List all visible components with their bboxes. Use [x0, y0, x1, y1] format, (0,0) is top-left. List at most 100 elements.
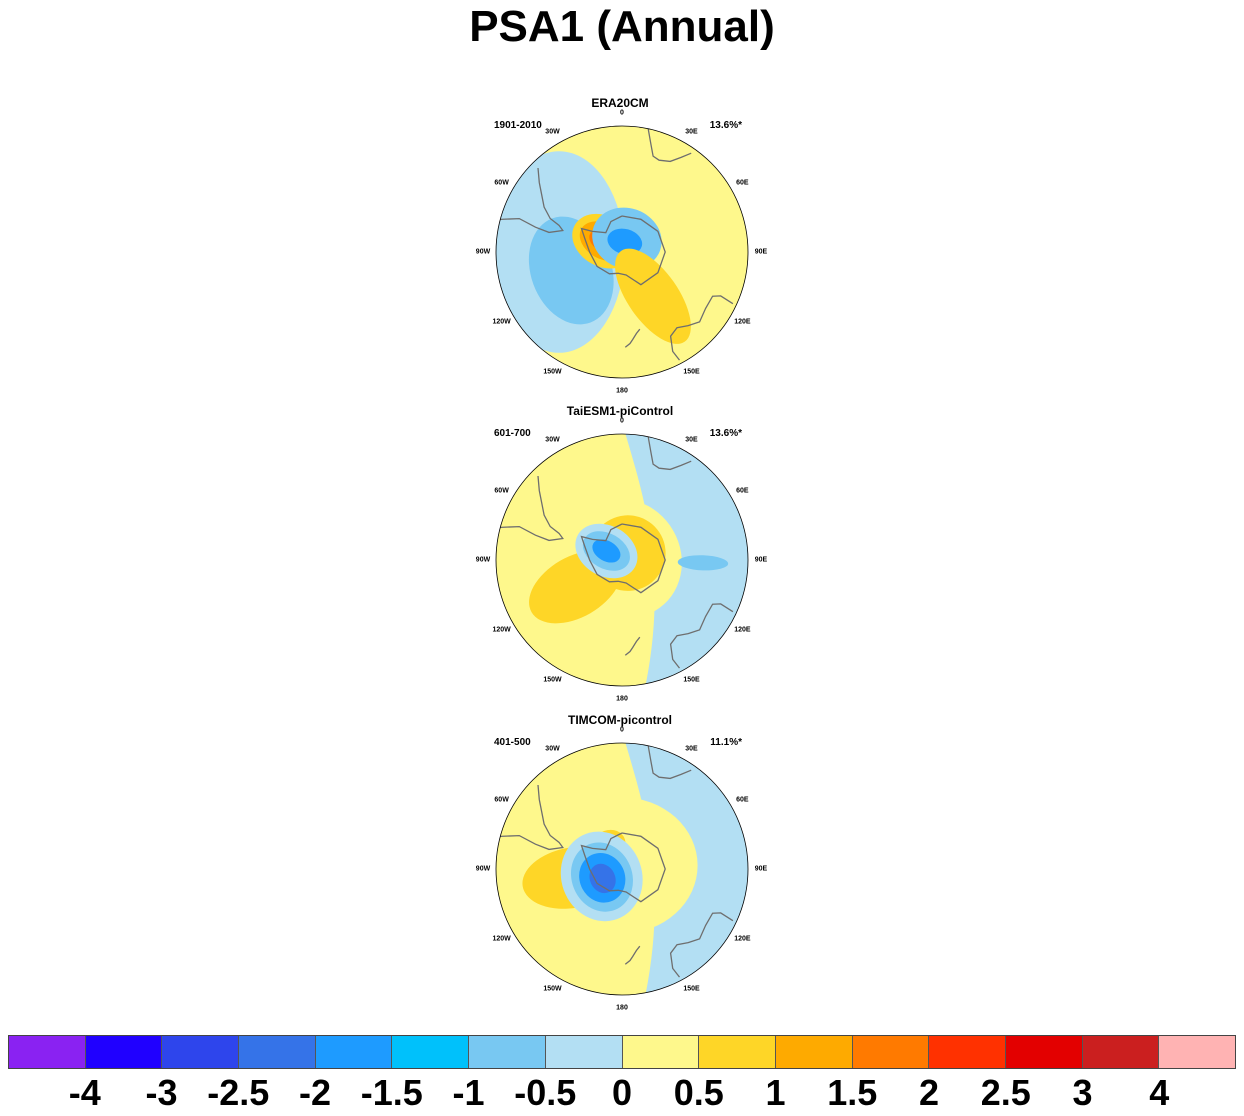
- longitude-label: 180: [616, 1004, 628, 1012]
- polar-map: [495, 742, 749, 996]
- colorbar-tick-label: -2.5: [207, 1072, 270, 1113]
- coastline-antarctica: [580, 832, 666, 903]
- panel-period: 1901-2010: [494, 120, 542, 131]
- panel-title: TIMCOM-picontrol: [568, 713, 672, 727]
- longitude-label: 30E: [685, 128, 698, 136]
- longitude-label: 120W: [492, 935, 511, 942]
- longitude-label: 120E: [734, 318, 751, 325]
- longitude-label: 60E: [736, 796, 749, 803]
- panel-period: 601-700: [494, 428, 531, 439]
- panel-variance: 13.6%*: [709, 428, 742, 439]
- polar-map: [495, 433, 749, 687]
- colorbar-tick-label: -1.5: [360, 1072, 423, 1113]
- longitude-label: 150E: [683, 368, 700, 376]
- colorbar-tick-label: -3: [145, 1072, 178, 1113]
- polar-map: [495, 125, 749, 379]
- coastline-africa: [647, 745, 692, 780]
- colorbar-tick-label: 4: [1149, 1072, 1170, 1113]
- contour-blob: [677, 555, 729, 571]
- map-panel-timcom: TIMCOM-picontrol 401-500 11.1%* 0 30E 60E 9…: [470, 713, 770, 1013]
- coastline-antarctica: [580, 215, 666, 286]
- longitude-label: 90E: [754, 865, 768, 873]
- panel-title: TaiESM1-piControl: [566, 404, 674, 418]
- longitude-label: 30W: [545, 436, 560, 444]
- colorbar-tick-label: 1: [765, 1072, 786, 1113]
- longitude-label: 0: [620, 109, 624, 117]
- longitude-label: 30W: [545, 128, 560, 136]
- longitude-label: 150E: [683, 985, 700, 993]
- colorbar-swatch: [239, 1036, 316, 1068]
- longitude-label: 0: [620, 417, 624, 425]
- longitude-label: 90W: [475, 556, 491, 564]
- map-panel-era20cm: ERA20CM 1901-2010 13.6%* 0 30E 60E 90E 120E 1…: [470, 96, 770, 396]
- longitude-label: 30W: [545, 745, 560, 753]
- colorbar-swatch: [162, 1036, 240, 1068]
- colorbar-tick-label: 0: [611, 1072, 633, 1113]
- longitude-label: 90W: [475, 248, 491, 256]
- colorbar: [8, 1035, 1236, 1069]
- longitude-label: 60W: [494, 796, 509, 803]
- longitude-label: 30E: [685, 745, 698, 753]
- colorbar-swatch: [545, 1036, 623, 1068]
- coastline-samerica: [500, 475, 564, 542]
- map-boundary: [495, 433, 749, 687]
- longitude-label: 60W: [494, 179, 509, 186]
- colorbar-swatch: [852, 1036, 930, 1068]
- longitude-label: 60E: [736, 179, 749, 186]
- longitude-label: 150W: [543, 985, 562, 993]
- colorbar-tick-label: 0.5: [673, 1072, 724, 1113]
- colorbar-tick-label: -0.5: [514, 1072, 577, 1113]
- longitude-label: 30E: [685, 436, 698, 444]
- panel-title: ERA20CM: [591, 96, 649, 110]
- colorbar-swatch: [315, 1036, 393, 1068]
- contour-field: [496, 743, 748, 995]
- longitude-label: 60W: [494, 487, 509, 494]
- colorbar-swatch: [775, 1036, 853, 1068]
- colorbar-tick-label: 1.5: [827, 1072, 878, 1113]
- map-boundary: [495, 125, 749, 379]
- longitude-label: 90W: [475, 865, 491, 873]
- colorbar-tick-label: -4: [68, 1072, 101, 1113]
- contour-region: [622, 743, 748, 995]
- colorbar-tick-label: -1: [452, 1072, 485, 1113]
- colorbar-tick-label: 2: [918, 1072, 940, 1113]
- coastline-nz: [624, 945, 641, 965]
- colorbar-swatch: [392, 1036, 470, 1068]
- colorbar-tick-label: -2: [298, 1072, 332, 1113]
- contour-blob: [592, 539, 621, 563]
- panel-period: 401-500: [494, 737, 531, 748]
- coastline-samerica: [500, 167, 564, 234]
- panel-variance: 11.1%*: [710, 737, 742, 748]
- colorbar-swatch: [929, 1036, 1006, 1068]
- longitude-label: 120W: [492, 626, 511, 633]
- colorbar-swatch: [699, 1036, 776, 1068]
- longitude-label: 120E: [734, 935, 751, 942]
- coastline-samerica: [500, 784, 564, 851]
- coastline-australia: [669, 912, 734, 978]
- colorbar-swatch: [9, 1036, 86, 1068]
- contour-blob: [607, 228, 643, 255]
- colorbar-swatch: [622, 1036, 700, 1068]
- longitude-label: 120W: [492, 318, 511, 325]
- contour-field: [496, 434, 748, 686]
- longitude-label: 120E: [734, 626, 751, 633]
- longitude-label: 150E: [683, 676, 700, 684]
- colorbar-swatch: [1159, 1036, 1235, 1068]
- longitude-label: 0: [620, 726, 624, 734]
- longitude-label: 90E: [754, 248, 768, 256]
- longitude-label: 150W: [543, 368, 562, 376]
- map-boundary: [495, 742, 749, 996]
- contour-field: [496, 126, 748, 378]
- colorbar-tick-label: 3: [1072, 1072, 1093, 1113]
- coastline-nz: [624, 328, 641, 348]
- longitude-label: 180: [616, 695, 628, 703]
- colorbar-swatch: [469, 1036, 546, 1068]
- longitude-label: 90E: [754, 556, 768, 564]
- contour-blob: [589, 863, 616, 894]
- map-panel-taiesm1: TaiESM1-piControl 601-700 13.6%* 0 30E 60E…: [470, 404, 770, 704]
- figure-title: PSA1 (Annual): [469, 2, 775, 51]
- longitude-label: 180: [616, 387, 628, 395]
- coastline-australia: [669, 603, 734, 669]
- coastline-nz: [624, 636, 641, 656]
- colorbar-swatch: [1082, 1036, 1160, 1068]
